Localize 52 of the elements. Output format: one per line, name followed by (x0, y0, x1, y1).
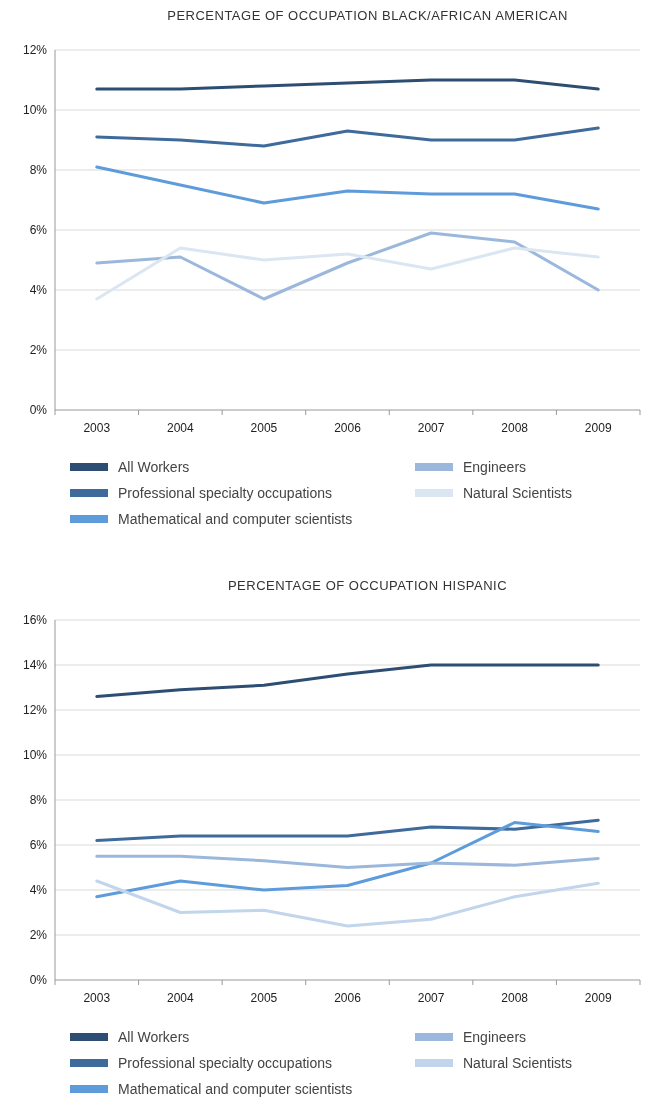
legend-label: Professional specialty occupations (118, 485, 333, 501)
y-tick-label: 2% (29, 343, 48, 357)
line-series (95, 821, 600, 899)
y-tick-label: 10% (22, 103, 48, 117)
legend-label: Engineers (463, 459, 527, 475)
x-tick-label: 2005 (250, 991, 278, 1005)
line-series (95, 78, 600, 91)
y-tick-label: 16% (22, 613, 48, 627)
x-tick-label: 2008 (501, 991, 529, 1005)
y-tick-label: 0% (29, 973, 48, 987)
x-tick-label: 2005 (250, 421, 278, 435)
chart-title: PERCENTAGE OF OCCUPATION BLACK/AFRICAN AMERICAN (167, 8, 568, 23)
line-series (95, 663, 600, 698)
x-tick-label: 2003 (83, 991, 111, 1005)
legend-label: Engineers (463, 1029, 527, 1045)
y-tick-label: 8% (29, 163, 48, 177)
chart-title: PERCENTAGE OF OCCUPATION HISPANIC (227, 578, 508, 593)
x-tick-label: 2008 (501, 421, 529, 435)
legend-label: Mathematical and computer scientists (118, 1081, 353, 1097)
line-series (95, 165, 600, 211)
y-tick-label: 8% (29, 793, 48, 807)
legend-label: All Workers (118, 459, 190, 475)
x-tick-label: 2006 (334, 991, 362, 1005)
legend-label: Mathematical and computer scientists (118, 511, 353, 527)
legend-label: Natural Scientists (463, 1055, 572, 1071)
y-tick-label: 14% (22, 658, 48, 672)
y-tick-label: 12% (22, 43, 48, 57)
line-series (95, 246, 600, 301)
line-series (95, 231, 600, 301)
x-tick-label: 2006 (334, 421, 362, 435)
x-tick-label: 2004 (167, 421, 195, 435)
y-tick-label: 10% (22, 748, 48, 762)
y-tick-label: 4% (29, 883, 48, 897)
x-tick-label: 2009 (584, 421, 612, 435)
y-tick-label: 2% (29, 928, 48, 942)
x-tick-label: 2007 (417, 991, 445, 1005)
legend-label: Professional specialty occupations (118, 1055, 333, 1071)
x-tick-label: 2009 (584, 991, 612, 1005)
y-tick-label: 6% (29, 838, 48, 852)
line-series (95, 854, 600, 869)
y-tick-label: 0% (29, 403, 48, 417)
line-series (95, 126, 600, 148)
legend-label: Natural Scientists (463, 485, 572, 501)
line-series (95, 879, 600, 928)
line-series (95, 818, 600, 842)
y-tick-label: 6% (29, 223, 48, 237)
y-tick-label: 4% (29, 283, 48, 297)
legend-label: All Workers (118, 1029, 190, 1045)
x-tick-label: 2004 (167, 991, 195, 1005)
y-tick-label: 12% (22, 703, 48, 717)
x-tick-label: 2003 (83, 421, 111, 435)
x-tick-label: 2007 (417, 421, 445, 435)
